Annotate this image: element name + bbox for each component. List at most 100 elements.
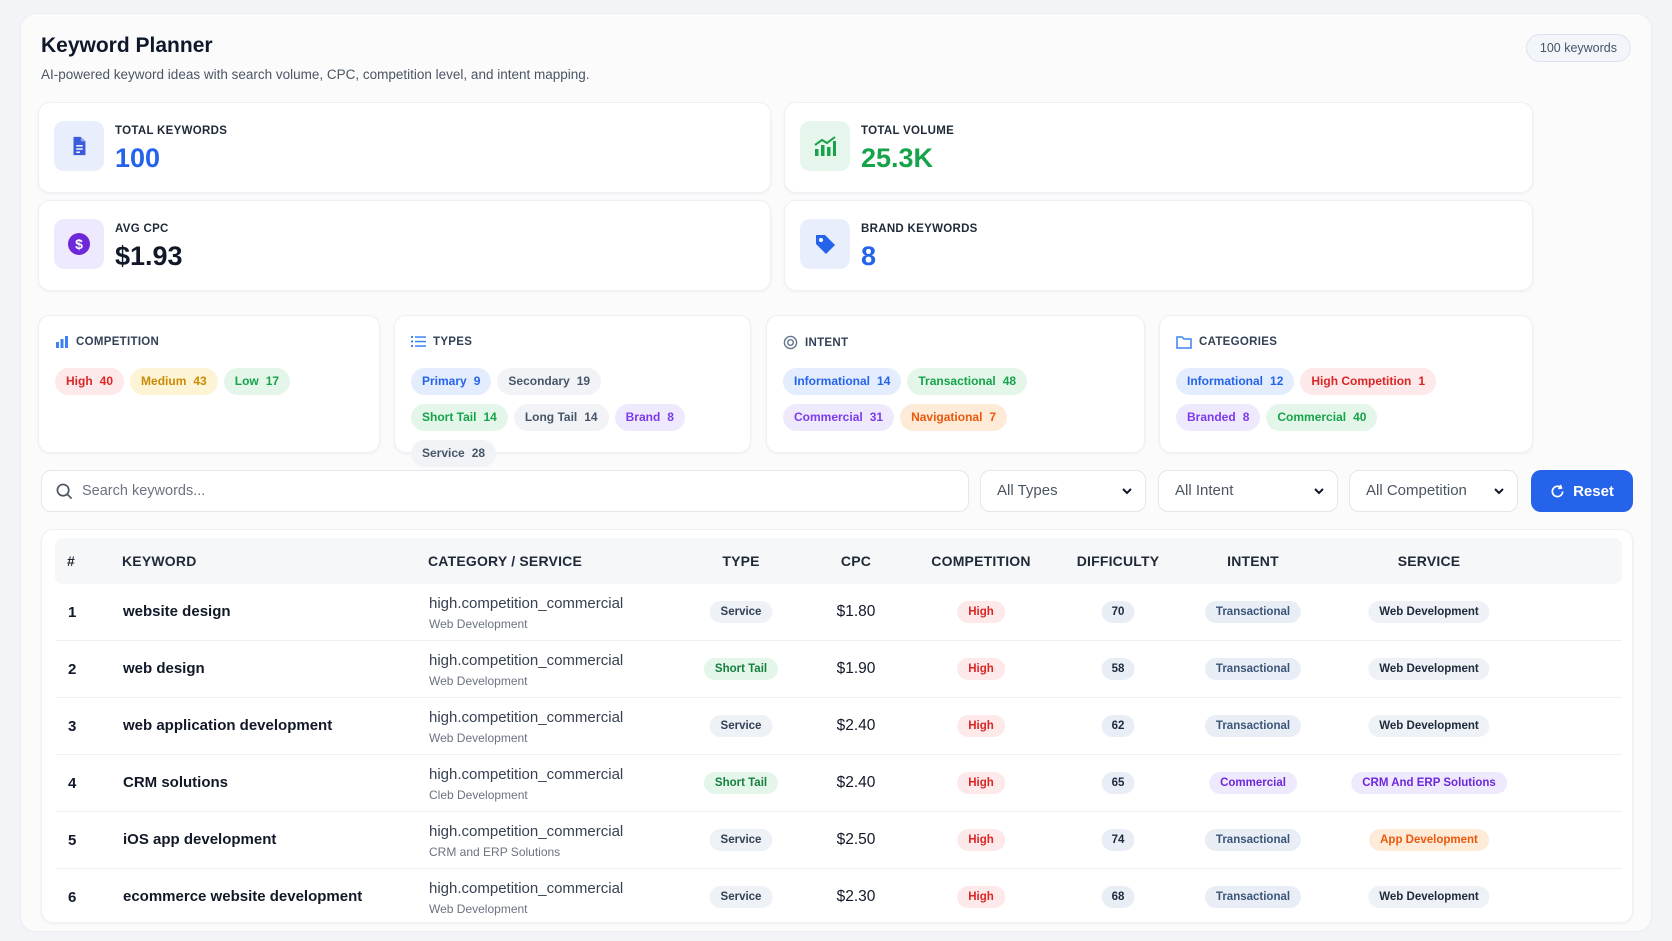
category-service-text: Web Development [429,731,528,745]
service-badge: Web Development [1368,658,1490,680]
col-header-intent[interactable]: INTENT [1227,553,1279,569]
difficulty-badge: 68 [1101,886,1135,908]
type-badge: Service [709,829,773,851]
category-service-text: Web Development [429,617,528,631]
reset-button[interactable]: Reset [1531,470,1633,512]
chip-transactional[interactable]: Transactional 48 [907,368,1028,395]
col-header-competition[interactable]: COMPETITION [931,553,1031,569]
stat-label: BRAND KEYWORDS [861,223,978,235]
keywords-table: # KEYWORD CATEGORY / SERVICE TYPE CPC CO… [41,529,1633,923]
card-title: INTENT [805,336,849,349]
category-service-text: Web Development [429,902,528,916]
chip-long-tail[interactable]: Long Tail 14 [513,404,609,431]
row-number: 6 [68,889,77,906]
table-row[interactable]: 4 CRM solutions high.competition_commerc… [55,755,1622,812]
type-filter-value: All Types [997,482,1058,499]
table-row[interactable]: 5 iOS app development high.competition_c… [55,812,1622,869]
row-number: 3 [68,718,77,735]
col-header-number[interactable]: # [67,553,75,569]
competition-badge: High [957,658,1005,680]
intent-badge: Transactional [1204,829,1302,851]
type-badge: Service [709,886,773,908]
row-number: 1 [68,604,77,621]
competition-badge: High [957,715,1005,737]
trending-chart-icon [800,121,850,171]
document-icon [54,121,104,171]
competition-filter-select[interactable]: All Competition [1349,470,1518,512]
chip-commercial[interactable]: Commercial 31 [783,404,895,431]
keyword-text: ecommerce website development [123,888,363,905]
stat-label: AVG CPC [115,223,169,235]
tag-icon [800,219,850,269]
difficulty-badge: 62 [1101,715,1135,737]
col-header-keyword[interactable]: KEYWORD [122,553,197,569]
chip-service[interactable]: Service 28 [411,440,497,467]
col-header-type[interactable]: TYPE [722,553,760,569]
keyword-count-badge: 100 keywords [1525,34,1631,62]
cpc-value: $2.40 [836,774,876,791]
competition-badge: High [957,829,1005,851]
cpc-value: $2.30 [836,888,876,905]
row-number: 5 [68,832,77,849]
stat-card-avg-cpc: $ AVG CPC $1.93 [38,200,771,291]
chip-primary[interactable]: Primary 9 [411,368,492,395]
type-badge: Service [709,715,773,737]
intent-filter-value: All Intent [1175,482,1234,499]
search-icon [56,483,73,500]
type-filter-select[interactable]: All Types [980,470,1146,512]
stat-card-total-keywords: TOTAL KEYWORDS 100 [38,102,771,193]
chip-cat-high-competition[interactable]: High Competition 1 [1300,368,1437,395]
table-row[interactable]: 1 website design high.competition_commer… [55,584,1622,641]
categories-summary-card: CATEGORIES Informational 12 High Competit… [1159,315,1533,453]
competition-filter-value: All Competition [1366,482,1467,499]
stat-value: 25.3K [861,143,934,173]
types-summary-card: TYPES Primary 9 Secondary 19 Short Tail 14 … [394,315,751,467]
page-title: Keyword Planner [41,34,213,57]
category-text: high.competition_commercial [429,652,624,669]
chip-cat-informational[interactable]: Informational 12 [1176,368,1295,395]
card-title: TYPES [433,335,473,348]
keyword-text: iOS app development [123,831,277,848]
chip-secondary[interactable]: Secondary 19 [497,368,602,395]
difficulty-badge: 70 [1101,601,1135,623]
type-badge: Short Tail [703,772,779,794]
chip-informational[interactable]: Informational 14 [783,368,902,395]
chip-short-tail[interactable]: Short Tail 14 [411,404,508,431]
col-header-cpc[interactable]: CPC [840,553,872,569]
stat-value: 8 [861,241,877,271]
search-input[interactable] [82,471,952,511]
chip-brand[interactable]: Brand 8 [614,404,685,431]
table-row[interactable]: 3 web application development high.compe… [55,698,1622,755]
dollar-icon: $ [54,219,104,269]
cpc-value: $1.80 [836,603,876,620]
intent-filter-select[interactable]: All Intent [1158,470,1338,512]
reset-label: Reset [1573,482,1614,500]
chip-cat-branded[interactable]: Branded 8 [1176,404,1261,431]
stat-label: TOTAL KEYWORDS [115,125,228,137]
stat-card-total-volume: TOTAL VOLUME 25.3K [784,102,1533,193]
service-badge: Web Development [1368,601,1490,623]
table-row[interactable]: 6 ecommerce website development high.com… [55,869,1622,922]
keyword-planner-panel: Keyword Planner AI-powered keyword ideas… [20,13,1652,932]
col-header-service[interactable]: SERVICE [1397,553,1461,569]
difficulty-badge: 58 [1101,658,1135,680]
page-subtitle: AI-powered keyword ideas with search vol… [41,67,590,82]
col-header-category[interactable]: CATEGORY / SERVICE [428,553,583,569]
service-badge: CRM And ERP Solutions [1351,772,1507,794]
search-box [41,470,969,512]
category-text: high.competition_commercial [429,766,624,783]
table-row[interactable]: 2 web design high.competition_commercial… [55,641,1622,698]
col-header-difficulty[interactable]: DIFFICULTY [1076,553,1160,569]
keyword-text: web application development [123,717,333,734]
target-icon [783,335,798,350]
chip-low[interactable]: Low 17 [223,368,291,395]
chip-navigational[interactable]: Navigational 7 [900,404,1008,431]
chip-cat-commercial[interactable]: Commercial 40 [1266,404,1378,431]
service-badge: App Development [1369,829,1489,851]
competition-badge: High [957,601,1005,623]
intent-badge: Transactional [1204,886,1302,908]
chip-high[interactable]: High 40 [55,368,125,395]
row-number: 4 [68,775,77,792]
category-text: high.competition_commercial [429,595,624,612]
chip-medium[interactable]: Medium 43 [130,368,218,395]
